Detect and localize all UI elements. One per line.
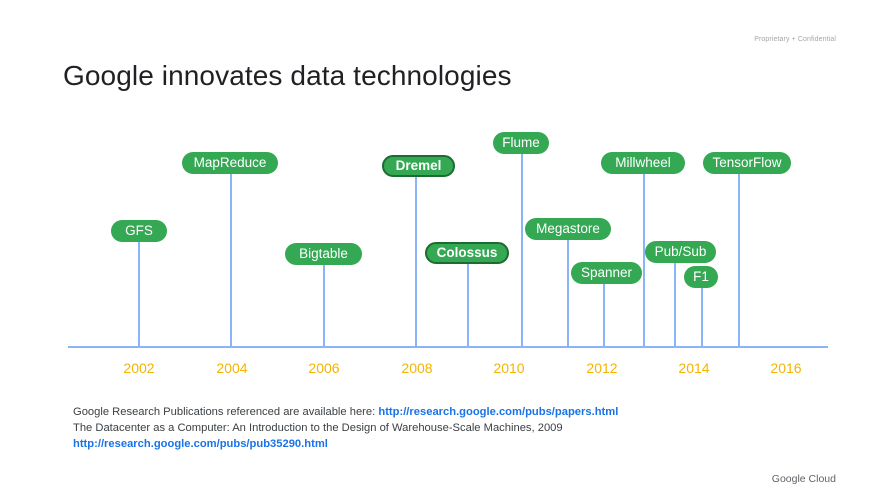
year-label: 2016 xyxy=(770,360,802,376)
year-label: 2014 xyxy=(678,360,710,376)
year-label: 2012 xyxy=(586,360,618,376)
tech-pill-tensorflow: TensorFlow xyxy=(703,152,791,174)
stem-mapreduce xyxy=(230,172,232,347)
tech-pill-mapreduce: MapReduce xyxy=(182,152,278,174)
papers-link[interactable]: http://research.google.com/pubs/papers.h… xyxy=(378,406,619,418)
stem-f1 xyxy=(701,286,703,347)
stem-pubsub xyxy=(674,261,676,347)
year-label: 2006 xyxy=(308,360,340,376)
stem-dremel xyxy=(415,176,417,347)
stem-colossus xyxy=(467,263,469,347)
stem-megastore xyxy=(567,238,569,347)
year-label: 2008 xyxy=(401,360,433,376)
tech-pill-flume: Flume xyxy=(493,132,549,154)
tech-pill-dremel: Dremel xyxy=(382,155,455,177)
tech-pill-megastore: Megastore xyxy=(525,218,611,240)
stem-flume xyxy=(521,152,523,347)
year-label: 2004 xyxy=(216,360,248,376)
tech-pill-millwheel: Millwheel xyxy=(601,152,685,174)
tech-pill-gfs: GFS xyxy=(111,220,167,242)
page-title: Google innovates data technologies xyxy=(63,60,512,91)
tech-pill-colossus: Colossus xyxy=(425,242,509,264)
timeline-axis xyxy=(68,346,828,348)
pub35290-link[interactable]: http://research.google.com/pubs/pub35290… xyxy=(73,438,328,450)
tech-pill-f1: F1 xyxy=(684,266,718,288)
year-label: 2002 xyxy=(123,360,155,376)
tech-pill-spanner: Spanner xyxy=(571,262,642,284)
confidential-label: Proprietary + Confidential xyxy=(754,36,836,43)
tech-pill-bigtable: Bigtable xyxy=(285,243,362,265)
reference-intro: Google Research Publications referenced … xyxy=(73,406,376,418)
stem-tensorflow xyxy=(738,172,740,347)
stem-millwheel xyxy=(643,172,645,347)
reference-line-2: The Datacenter as a Computer: An Introdu… xyxy=(73,422,563,434)
google-cloud-logo: Google Cloud xyxy=(771,473,836,485)
reference-line-1: Google Research Publications referenced … xyxy=(73,406,618,418)
year-label: 2010 xyxy=(493,360,525,376)
tech-pill-pubsub: Pub/Sub xyxy=(645,241,716,263)
stem-spanner xyxy=(603,282,605,347)
stem-gfs xyxy=(138,240,140,347)
stem-bigtable xyxy=(323,263,325,347)
